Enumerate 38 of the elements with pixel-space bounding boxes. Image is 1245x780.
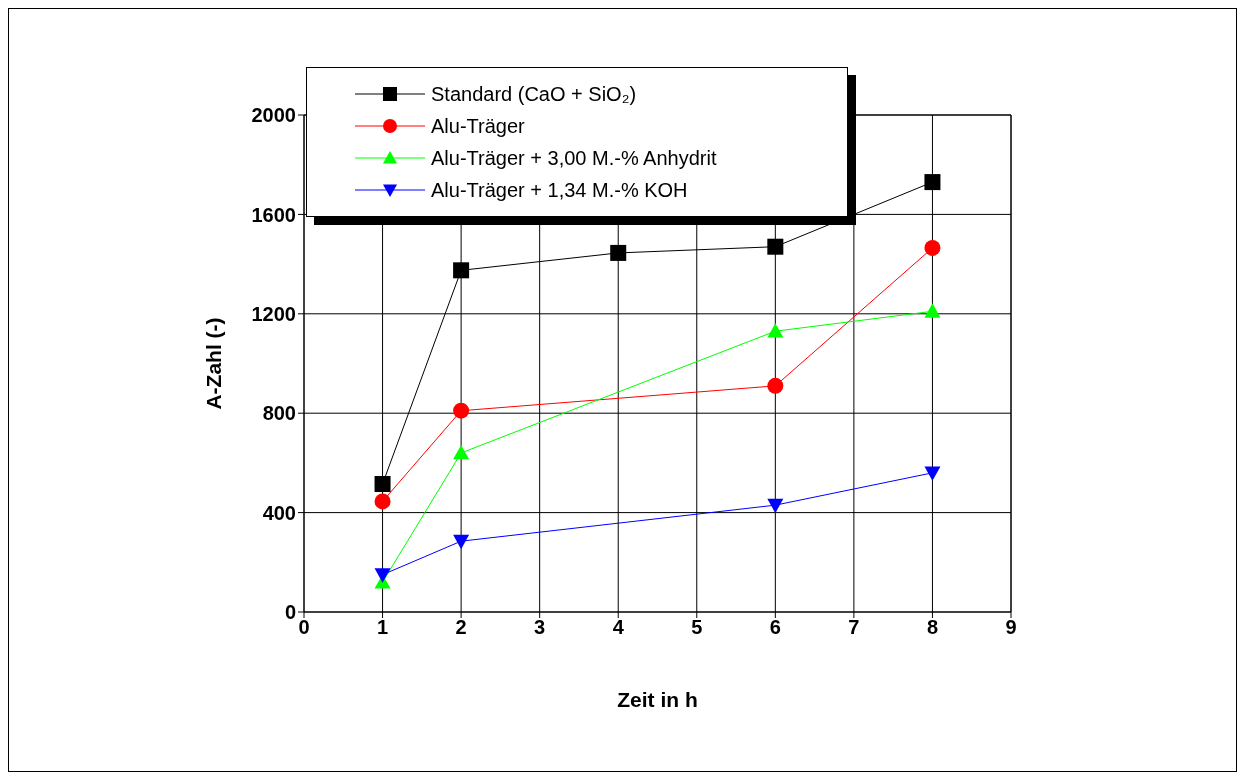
point — [610, 244, 627, 261]
x-tick-label: 7 — [848, 616, 860, 639]
point — [453, 402, 470, 419]
point — [767, 238, 784, 255]
y-tick-label: 2000 — [251, 104, 296, 127]
y-tick-label: 800 — [262, 402, 296, 425]
point — [453, 444, 470, 460]
point — [767, 377, 784, 394]
y-axis-title: A-Zahl (-) — [202, 317, 226, 410]
x-tick-label: 0 — [298, 616, 310, 639]
point — [924, 466, 941, 481]
legend-label: Alu-Träger — [431, 114, 525, 138]
x-tick-label: 2 — [455, 616, 467, 639]
x-tick-label: 8 — [926, 616, 939, 639]
x-tick-label: 1 — [376, 616, 389, 639]
x-tick-label: 4 — [612, 616, 625, 639]
x-tick-label: 3 — [534, 616, 546, 639]
point — [453, 262, 470, 279]
point — [767, 323, 784, 338]
y-tick-label: 1600 — [251, 203, 296, 226]
legend-label: Alu-Träger + 3,00 M.-% Anhydrit — [431, 146, 717, 170]
point — [374, 568, 391, 583]
point — [374, 493, 391, 510]
point — [924, 303, 941, 318]
point — [767, 498, 784, 514]
point — [924, 174, 941, 191]
point — [924, 239, 941, 256]
y-tick-label: 400 — [262, 501, 296, 524]
y-tick-label: 1200 — [251, 302, 296, 325]
x-axis-title: Zeit in h — [617, 687, 698, 711]
x-tick-label: 9 — [1005, 616, 1017, 639]
legend-label: Standard (CaO + SiO₂) — [431, 82, 637, 106]
point — [374, 476, 391, 493]
point — [453, 534, 470, 550]
legend-label: Alu-Träger + 1,34 M.-% KOH — [431, 178, 688, 202]
x-tick-label: 6 — [769, 616, 781, 639]
x-tick-label: 5 — [691, 616, 703, 639]
y-tick-label: 0 — [284, 601, 296, 624]
